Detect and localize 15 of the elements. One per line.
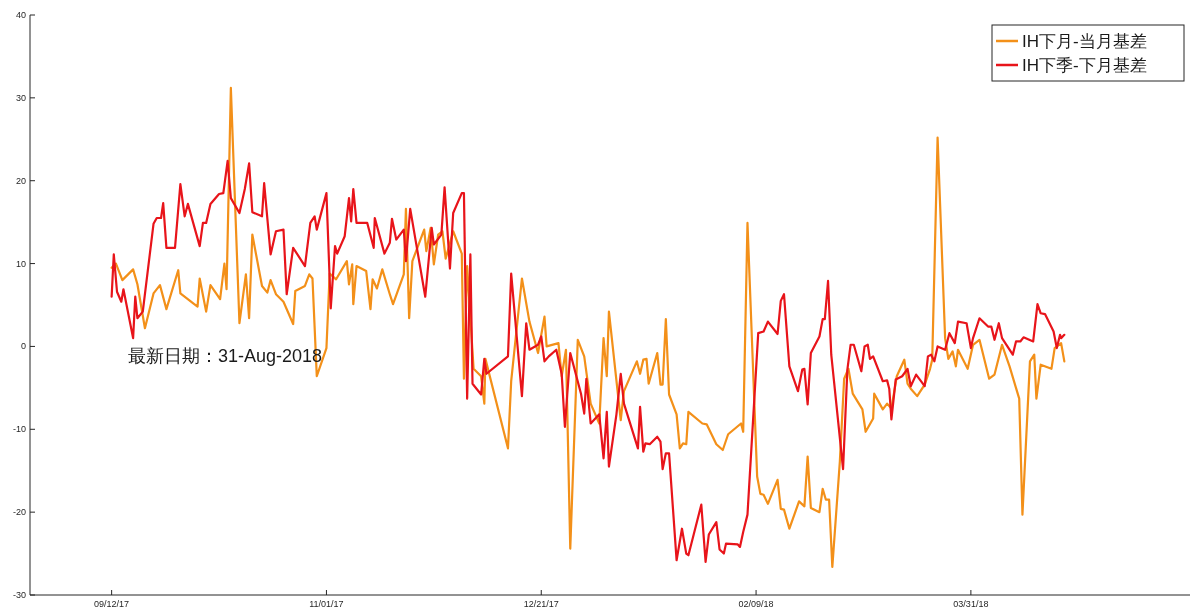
legend-label: IH下季-下月基差 bbox=[1022, 56, 1147, 75]
y-tick-label: -20 bbox=[12, 507, 26, 518]
y-tick-label: -10 bbox=[12, 424, 26, 435]
x-tick-label: 11/01/17 bbox=[309, 599, 344, 609]
y-tick-label: 10 bbox=[15, 258, 26, 269]
x-tick-label: 09/12/17 bbox=[94, 599, 130, 609]
legend-label: IH下月-当月基差 bbox=[1022, 32, 1147, 51]
y-tick-label: 30 bbox=[15, 92, 26, 103]
y-tick-label: 40 bbox=[15, 10, 26, 20]
y-tick-label: -30 bbox=[12, 590, 26, 600]
x-tick-label: 02/09/18 bbox=[738, 599, 774, 609]
y-tick-label: 20 bbox=[15, 175, 26, 186]
y-tick-label: 0 bbox=[20, 341, 26, 352]
x-tick-label: 03/31/18 bbox=[953, 599, 989, 609]
x-tick-label: 12/21/17 bbox=[523, 599, 559, 609]
